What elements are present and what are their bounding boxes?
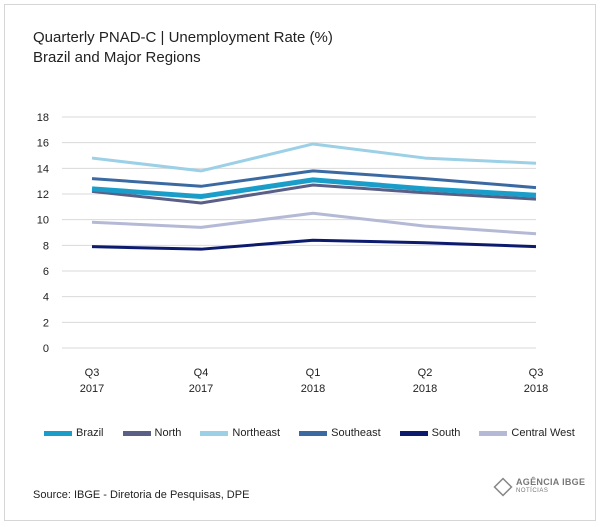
x-tick-label-year: 2018 — [301, 383, 325, 395]
line-chart: 0 2 4 6 8 10 12 14 16 18 Q3 2017 Q4 2017 Q1 2018 Q2 2018 Q… — [37, 112, 548, 395]
series-line-brazil — [91, 177, 537, 200]
x-tick-label-quarter: Q3 — [85, 367, 100, 379]
legend-label-northeast: Northeast — [232, 427, 281, 439]
legend-swatch-brazil — [44, 430, 72, 436]
y-tick-label-12: 12 — [37, 189, 49, 201]
chart-subtitle: Brazil and Major Regions — [33, 49, 201, 66]
y-tick-label-16: 16 — [37, 138, 49, 150]
chart-legend: Brazil North Northeast Southeast South Centra… — [44, 427, 594, 439]
x-tick-label-quarter: Q4 — [194, 367, 209, 379]
legend-swatch-southeast — [299, 430, 328, 436]
y-tick-label-6: 6 — [43, 266, 49, 278]
series-line-north — [91, 183, 537, 205]
source-note: Source: IBGE - Diretoria de Pesquisas, D… — [33, 489, 250, 501]
legend-label-north: North — [154, 427, 182, 439]
x-tick-label-year: 2018 — [524, 383, 548, 395]
legend-item-central-west: Central West — [479, 427, 575, 439]
x-tick-label-quarter: Q2 — [418, 367, 433, 379]
chart-title: Quarterly PNAD-C | Unemployment Rate (%) — [33, 29, 333, 46]
series-line-south — [91, 238, 537, 251]
legend-item-brazil: Brazil — [44, 427, 104, 439]
legend-label-brazil: Brazil — [76, 427, 104, 439]
legend-item-northeast: Northeast — [200, 427, 280, 439]
legend-item-southeast: Southeast — [299, 427, 381, 439]
y-tick-label-0: 0 — [43, 343, 49, 355]
logo-sub-text: NOTÍCIAS — [516, 488, 549, 494]
x-tick-label-quarter: Q3 — [529, 367, 544, 379]
legend-item-north: North — [122, 427, 182, 439]
legend-label-southeast: Southeast — [331, 427, 381, 439]
y-tick-label-4: 4 — [43, 292, 49, 304]
y-tick-label-10: 10 — [37, 215, 49, 227]
y-tick-label-2: 2 — [43, 317, 49, 329]
y-tick-label-18: 18 — [37, 112, 49, 124]
legend-swatch-northeast — [200, 430, 229, 436]
series-line-southeast — [91, 169, 537, 190]
x-tick-label-year: 2018 — [413, 383, 437, 395]
x-tick-label-year: 2017 — [80, 383, 104, 395]
y-tick-label-8: 8 — [43, 240, 49, 252]
y-tick-label-14: 14 — [37, 163, 49, 175]
ibge-logo-icon — [493, 477, 513, 497]
series-line-northeast — [91, 142, 537, 173]
logo-main-text: AGÊNCIA IBGE — [516, 477, 586, 487]
agencia-ibge-logo: AGÊNCIA IBGE NOTÍCIAS — [493, 477, 586, 497]
series-line-central-west — [91, 211, 537, 236]
legend-swatch-central-west — [479, 430, 508, 436]
legend-label-south: South — [431, 427, 461, 439]
legend-label-central-west: Central West — [511, 427, 575, 439]
legend-swatch-south — [399, 430, 428, 436]
legend-item-south: South — [399, 427, 461, 439]
x-tick-label-quarter: Q1 — [306, 367, 321, 379]
x-tick-label-year: 2017 — [189, 383, 213, 395]
legend-swatch-north — [122, 430, 151, 436]
